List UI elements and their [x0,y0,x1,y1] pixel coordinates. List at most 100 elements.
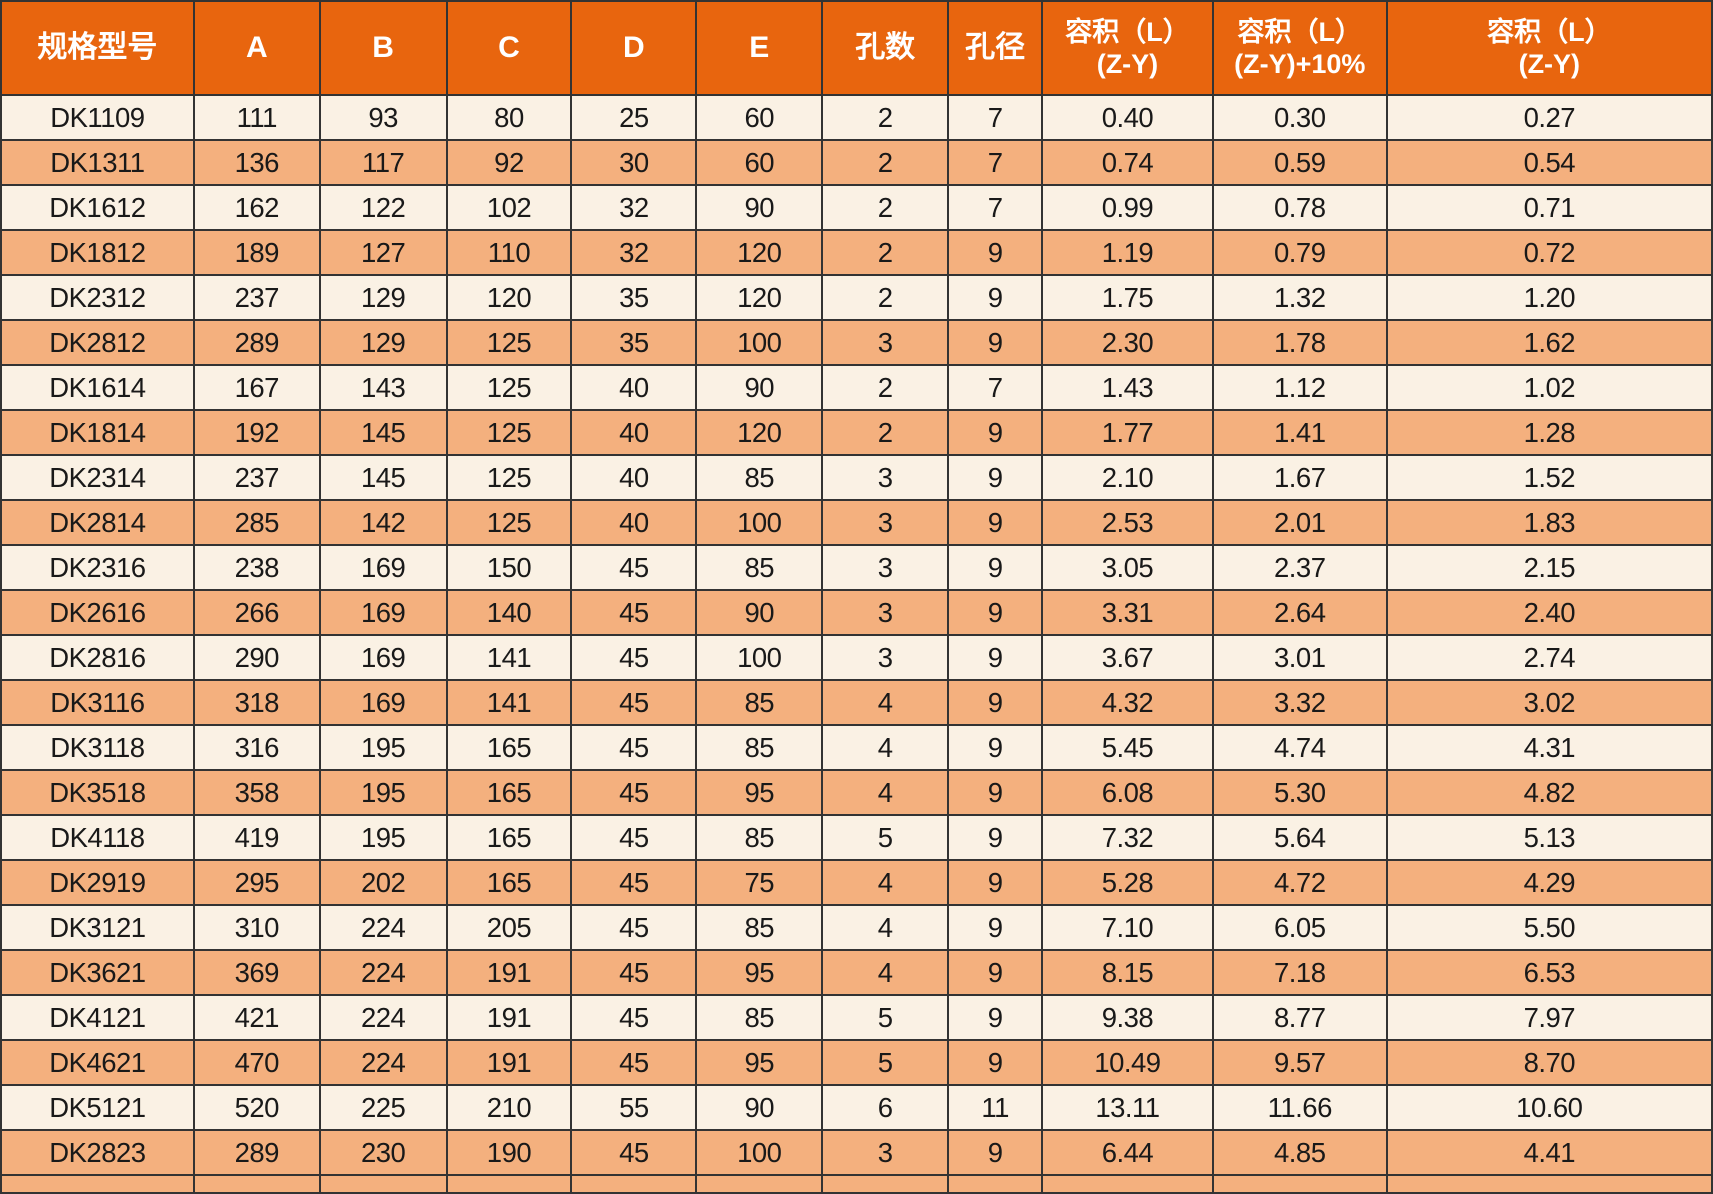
column-header-label: 容积（L） [1237,16,1362,47]
value-cell: 127 [318,229,448,276]
model-cell: DK1814 [0,409,195,456]
model-cell: DK3621 [0,949,195,996]
model-cell: DK4118 [0,814,195,861]
value-cell: 45 [570,949,698,996]
value-cell: 9 [947,814,1044,861]
value-cell: 9 [947,679,1044,726]
value-cell: 224 [318,904,448,951]
value-cell: 4 [821,769,950,816]
value-cell: 1.19 [1041,229,1214,276]
value-cell: 4.29 [1385,859,1713,906]
value-cell: 32 [570,184,698,231]
value-cell: 2.74 [1385,634,1713,681]
value-cell: 45 [570,634,698,681]
column-header-volume-zy-2: 容积（L） (Z-Y) [1385,0,1713,96]
value-cell: 192 [192,409,321,456]
value-cell: 4 [821,949,950,996]
value-cell: 7.18 [1211,949,1388,996]
value-cell: 310 [192,904,321,951]
value-cell: 165 [445,814,573,861]
value-cell: 0.30 [1211,94,1388,141]
value-cell: 2 [821,139,950,186]
table-row: DK4621 470 224 191 45 95 5 9 10.49 9.57 8.70 [0,1039,1713,1086]
table-row: DK1311 136 117 92 30 60 2 7 0.74 0.59 0.54 [0,139,1713,186]
value-cell: 165 [445,769,573,816]
value-cell: 4 [821,724,950,771]
value-cell: 4.32 [1041,679,1214,726]
model-cell: DK2814 [0,499,195,546]
value-cell: 225 [318,1084,448,1131]
column-header-label: A [245,31,268,64]
value-cell: 45 [570,1039,698,1086]
model-cell: DK1614 [0,364,195,411]
value-cell: 2.10 [1041,454,1214,501]
value-cell: 2.64 [1211,589,1388,636]
column-header-label: B [372,31,394,64]
value-cell: 111 [192,94,321,141]
value-cell: 9 [947,1039,1044,1086]
value-cell: 4.31 [1385,724,1713,771]
value-cell: 165 [445,859,573,906]
value-cell: 5.28 [1041,859,1214,906]
value-cell: 90 [695,1084,824,1131]
value-cell: 165 [445,724,573,771]
value-cell: 9 [947,499,1044,546]
value-cell: 45 [570,859,698,906]
value-cell: 1.78 [1211,319,1388,366]
table-row: DK2812 289 129 125 35 100 3 9 2.30 1.78 1.62 [0,319,1713,366]
value-cell: 9.38 [1041,994,1214,1041]
value-cell: 1.20 [1385,274,1713,321]
value-cell: 85 [695,994,824,1041]
value-cell: 167 [192,364,321,411]
value-cell: 202 [318,859,448,906]
model-cell: DK2616 [0,589,195,636]
value-cell: 191 [445,994,573,1041]
value-cell: 295 [192,859,321,906]
value-cell: 40 [570,364,698,411]
table-row: DK2314 237 145 125 40 85 3 9 2.10 1.67 1.52 [0,454,1713,501]
value-cell: 9 [947,949,1044,996]
value-cell: 93 [318,94,448,141]
value-cell: 266 [192,589,321,636]
value-cell: 4 [821,904,950,951]
value-cell: 141 [445,634,573,681]
value-cell: 90 [695,184,824,231]
value-cell: 85 [695,724,824,771]
value-cell: 169 [318,634,448,681]
value-cell: 60 [695,139,824,186]
header-row: 规格型号 A B C D E 孔数 孔径 容积（L） (Z-Y) 容积（L） (Z-Y)+10% 容积（… [0,0,1713,96]
value-cell: 40 [570,454,698,501]
column-header-a: A [192,0,321,96]
value-cell: 32 [570,229,698,276]
value-cell: 7.97 [1385,994,1713,1041]
value-cell: 189 [192,229,321,276]
value-cell: 1.41 [1211,409,1388,456]
value-cell: 7 [947,184,1044,231]
value-cell: 9 [947,634,1044,681]
value-cell: 60 [695,94,824,141]
column-header-label: 孔径 [965,31,1026,64]
table-row: DK4118 419 195 165 45 85 5 9 7.32 5.64 5.13 [0,814,1713,861]
value-cell: 224 [318,1039,448,1086]
value-cell: 3.32 [1211,679,1388,726]
value-cell: 3 [821,454,950,501]
value-cell: 80 [445,94,573,141]
value-cell: 117 [318,139,448,186]
value-cell: 13.11 [1041,1084,1214,1131]
value-cell: 3 [821,634,950,681]
value-cell: 3 [821,1129,950,1176]
value-cell: 8.15 [1041,949,1214,996]
value-cell: 2 [821,229,950,276]
table-row: DK3621 369 224 191 45 95 4 9 8.15 7.18 6.53 [0,949,1713,996]
value-cell: 100 [695,1129,824,1176]
value-cell: 195 [318,769,448,816]
value-cell: 110 [445,229,573,276]
value-cell: 100 [695,499,824,546]
model-cell: DK2316 [0,544,195,591]
model-cell: DK5121 [0,1084,195,1131]
model-cell: DK4121 [0,994,195,1041]
value-cell: 35 [570,319,698,366]
value-cell: 3.02 [1385,679,1713,726]
value-cell: 85 [695,544,824,591]
